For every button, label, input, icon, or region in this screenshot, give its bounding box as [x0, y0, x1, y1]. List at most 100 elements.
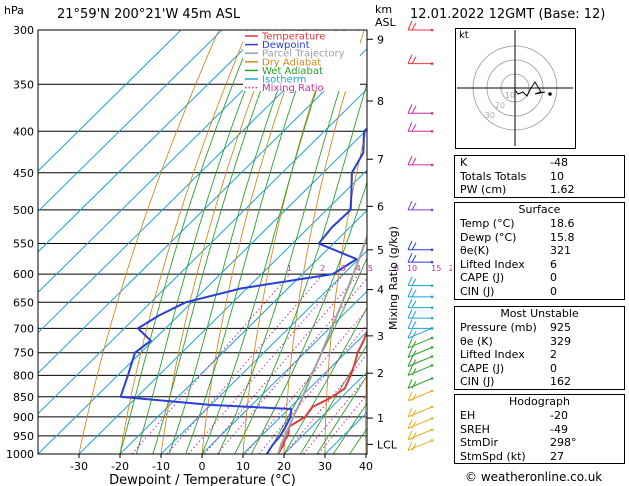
legend-entry: Dry Adiabat: [262, 57, 321, 68]
index-label: CIN (J): [460, 375, 495, 389]
dry-adiabat-line: [443, 30, 452, 454]
parcel-trajectory-profile: [277, 233, 367, 454]
index-label: Temp (°C): [460, 217, 515, 230]
index-value: 0: [550, 284, 557, 298]
index-value: 925: [550, 321, 571, 334]
index-label: CIN (J): [460, 284, 495, 298]
temp-tick-label: -30: [70, 460, 88, 473]
mixing-ratio-label: 8: [394, 264, 399, 273]
km-tick-label: 2: [377, 367, 384, 380]
surface-title: Surface: [518, 203, 561, 216]
index-label: Lifted Index: [460, 348, 525, 362]
wind-barb: [407, 439, 434, 451]
copyright-credit: © weatheronline.co.uk: [465, 470, 603, 484]
mixing-ratio-label: 15: [431, 264, 441, 273]
wet-adiabat-line: [168, 30, 300, 454]
dry-adiabat-line: [160, 30, 278, 454]
dry-adiabat-line: [242, 30, 336, 454]
km-unit-label: km: [375, 3, 393, 16]
wind-barb: [407, 155, 434, 167]
wind-barb: [407, 252, 434, 264]
temp-tick-label: 40: [359, 460, 373, 473]
pressure-tick-label: 750: [13, 347, 34, 360]
pressure-tick-label: 800: [13, 369, 34, 382]
index-row: Lifted Index 2: [455, 348, 624, 362]
mixing-ratio-line: [216, 277, 367, 454]
hodograph-unit: kt: [459, 30, 469, 41]
wind-barb: [407, 355, 434, 367]
temp-tick-label: 20: [277, 460, 291, 473]
isotherm-line: [365, 452, 367, 454]
index-row: CIN (J) 0: [455, 285, 624, 299]
index-row: EH -20: [455, 409, 624, 423]
index-value: 27: [550, 449, 564, 463]
index-value: -49: [550, 422, 568, 436]
index-value: 321: [550, 244, 571, 258]
x-axis-label: Dewpoint / Temperature (°C): [109, 473, 296, 486]
wet-adiabat-line: [185, 30, 318, 454]
wind-barb: [407, 200, 434, 212]
wind-barb: [407, 417, 434, 429]
isotherm-line: [160, 250, 367, 454]
pressure-unit-label: hPa: [4, 4, 24, 17]
dewpoint-profile: [119, 127, 367, 454]
mixing-ratio-label: 2: [320, 264, 325, 273]
pressure-tick-label: 400: [13, 125, 34, 138]
index-row: SREH -49: [455, 423, 624, 437]
index-label: CAPE (J): [460, 361, 505, 375]
index-value: 298°: [550, 436, 577, 450]
index-value: 162: [550, 375, 571, 389]
pressure-tick-label: 650: [13, 296, 34, 309]
most-unstable-title: Most Unstable: [500, 307, 579, 320]
isotherm-line: [38, 88, 367, 415]
wind-barb: [407, 336, 434, 349]
index-label: Pressure (mb): [460, 321, 537, 334]
pressure-tick-label: 950: [13, 430, 34, 443]
isotherm-line: [38, 30, 305, 293]
km-tick-label: 7: [377, 153, 384, 166]
index-value: 2: [550, 348, 557, 362]
wet-adiabat-line: [250, 180, 367, 454]
dry-adiabat-line: [78, 30, 220, 454]
index-value: -20: [550, 409, 568, 422]
index-label: SREH: [460, 422, 490, 436]
isotherm-line: [201, 290, 367, 454]
mixing-ratio-label: 3: [341, 264, 346, 273]
wet-adiabat-line: [152, 30, 284, 454]
index-row: CAPE (J) 0: [455, 271, 624, 285]
isotherm-line: [242, 331, 367, 454]
dry-adiabat-line: [365, 351, 367, 454]
index-value: 329: [550, 334, 571, 348]
wind-barb: [407, 287, 434, 299]
index-row: Totals Totals 10: [455, 170, 624, 184]
pressure-tick-label: 350: [13, 78, 34, 91]
hodograph-title: Hodograph: [509, 395, 570, 408]
mixing-ratio-line: [244, 308, 367, 454]
index-label: Dewp (°C): [460, 230, 517, 244]
km-tick-label: LCL: [377, 438, 398, 451]
index-value: 10: [550, 169, 564, 183]
pressure-tick-label: 900: [13, 411, 34, 424]
pressure-tick-label: 500: [13, 204, 34, 217]
hodograph-ring-label: 20: [495, 101, 505, 110]
index-value: 1.62: [550, 183, 575, 197]
legend-entry: Parcel Trajectory: [262, 49, 345, 60]
temp-tick-label: 10: [236, 460, 250, 473]
mixing-ratio-line: [131, 273, 291, 454]
index-value: 0: [550, 361, 557, 375]
index-row: StmDir 298°: [455, 436, 624, 450]
basic-indices-table: K -48 Totals Totals 10 PW (cm) 1.62: [454, 155, 625, 198]
skewt-diagram: 1234581015202530035040045050055060065070…: [6, 20, 452, 486]
wind-barb: [407, 308, 434, 320]
index-label: θe (K): [460, 334, 493, 348]
index-label: CAPE (J): [460, 271, 505, 285]
mixing-ratio-line: [204, 273, 360, 454]
wind-barb: [407, 298, 434, 309]
index-label: EH: [460, 409, 476, 422]
legend-entry: Isotherm: [262, 75, 306, 86]
hodograph-ring-label: 10: [505, 91, 515, 100]
index-value: 15.8: [550, 230, 575, 244]
wind-barb: [407, 389, 434, 402]
isotherm-line: [78, 169, 367, 454]
